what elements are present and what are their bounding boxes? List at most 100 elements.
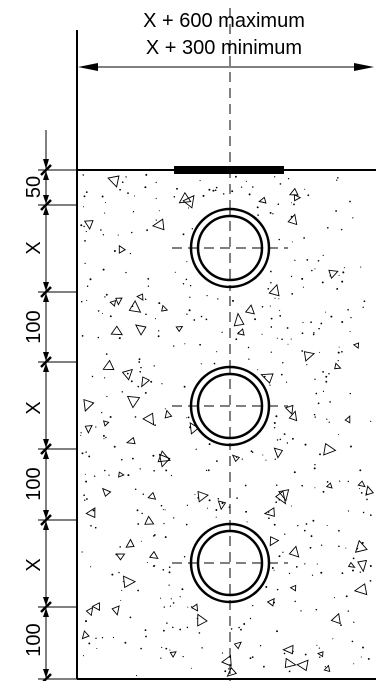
concrete-speck: [208, 443, 211, 446]
concrete-speck: [287, 178, 290, 180]
dimension-tick: [40, 601, 52, 613]
concrete-speck: [240, 186, 243, 188]
concrete-speck: [288, 572, 291, 575]
concrete-speck: [207, 469, 210, 472]
concrete-speck: [179, 596, 181, 598]
concrete-speck: [139, 468, 141, 470]
concrete-speck: [170, 474, 173, 477]
concrete-speck: [97, 310, 100, 312]
aggregate-triangle: [128, 299, 142, 313]
concrete-speck: [130, 231, 133, 234]
concrete-speck: [269, 305, 271, 307]
concrete-speck: [102, 268, 105, 271]
concrete-speck: [112, 636, 115, 639]
concrete-speck: [120, 599, 122, 601]
concrete-speck: [144, 629, 147, 632]
concrete-speck: [88, 642, 91, 645]
concrete-speck: [214, 189, 217, 192]
concrete-speck: [81, 452, 84, 455]
concrete-speck: [363, 300, 366, 303]
concrete-speck: [133, 195, 136, 197]
concrete-speck: [290, 505, 293, 507]
concrete-speck: [322, 490, 325, 493]
aggregate-triangle: [288, 545, 300, 558]
concrete-speck: [362, 306, 364, 309]
concrete-speck: [104, 212, 106, 214]
aggregate-triangle: [357, 480, 366, 488]
concrete-speck: [301, 332, 304, 335]
concrete-speck: [85, 451, 87, 453]
concrete-speck: [245, 510, 248, 513]
concrete-speck: [282, 551, 284, 553]
concrete-speck: [235, 338, 238, 341]
concrete-speck: [111, 573, 114, 576]
concrete-speck: [326, 481, 329, 483]
concrete-speck: [213, 362, 216, 365]
concrete-speck: [109, 416, 112, 418]
concrete-speck: [165, 469, 168, 472]
concrete-speck: [144, 186, 147, 189]
aggregate-triangle: [136, 293, 144, 301]
concrete-speck: [273, 426, 276, 429]
concrete-speck: [369, 514, 372, 516]
concrete-speck: [314, 416, 316, 418]
concrete-speck: [257, 369, 259, 371]
surface-marker-bar: [174, 166, 284, 174]
concrete-speck: [221, 502, 224, 505]
concrete-speck: [221, 331, 223, 333]
aggregate-triangle: [365, 485, 374, 496]
aggregate-triangle: [233, 641, 242, 650]
aggregate-triangle: [182, 194, 195, 209]
duct-3: [172, 520, 288, 606]
dimension-arrow: [43, 282, 49, 291]
concrete-speck: [158, 302, 161, 305]
aggregate-triangle: [236, 328, 245, 336]
dimension-arrow: [43, 206, 49, 215]
aggregate-triangle: [141, 376, 151, 388]
concrete-speck: [267, 287, 270, 290]
concrete-speck: [310, 535, 313, 538]
dimension-label-100-3: 100: [23, 623, 45, 656]
concrete-speck: [153, 365, 155, 367]
concrete-speck: [138, 361, 141, 363]
concrete-speck: [274, 458, 276, 460]
concrete-speck: [169, 605, 172, 607]
aggregate-triangle: [115, 297, 123, 306]
concrete-speck: [157, 335, 160, 338]
concrete-speck: [125, 271, 127, 274]
concrete-speck: [294, 259, 296, 262]
concrete-speck: [248, 193, 251, 196]
dimension-arrow: [43, 510, 49, 519]
concrete-speck: [191, 667, 192, 669]
concrete-speck: [182, 233, 185, 236]
concrete-speck: [144, 298, 147, 301]
concrete-speck: [313, 467, 316, 470]
concrete-speck: [159, 597, 162, 599]
concrete-speck: [352, 557, 355, 560]
concrete-speck: [275, 484, 278, 486]
concrete-speck: [140, 366, 142, 369]
dimension-ticks: [38, 159, 77, 681]
concrete-speck: [240, 628, 242, 631]
concrete-fill: [80, 173, 374, 677]
concrete-speck: [84, 499, 86, 501]
aggregate-triangle: [221, 654, 232, 667]
concrete-speck: [88, 455, 91, 458]
concrete-speck: [188, 309, 191, 312]
concrete-speck: [307, 194, 310, 197]
concrete-speck: [270, 351, 272, 353]
concrete-speck: [282, 361, 284, 364]
concrete-speck: [332, 638, 334, 640]
dimension-arrow: [43, 195, 49, 204]
concrete-speck: [195, 448, 197, 450]
aggregate-triangle: [266, 597, 275, 607]
dimension-arrow: [43, 669, 49, 678]
aggregate-triangle: [81, 630, 90, 640]
concrete-speck: [95, 637, 97, 640]
concrete-speck: [189, 284, 192, 287]
dimension-tick: [40, 356, 52, 368]
concrete-speck: [82, 174, 85, 176]
aggregate-triangle: [118, 471, 125, 478]
aggregate-triangle: [330, 612, 341, 625]
aggregate-triangle: [352, 342, 360, 349]
